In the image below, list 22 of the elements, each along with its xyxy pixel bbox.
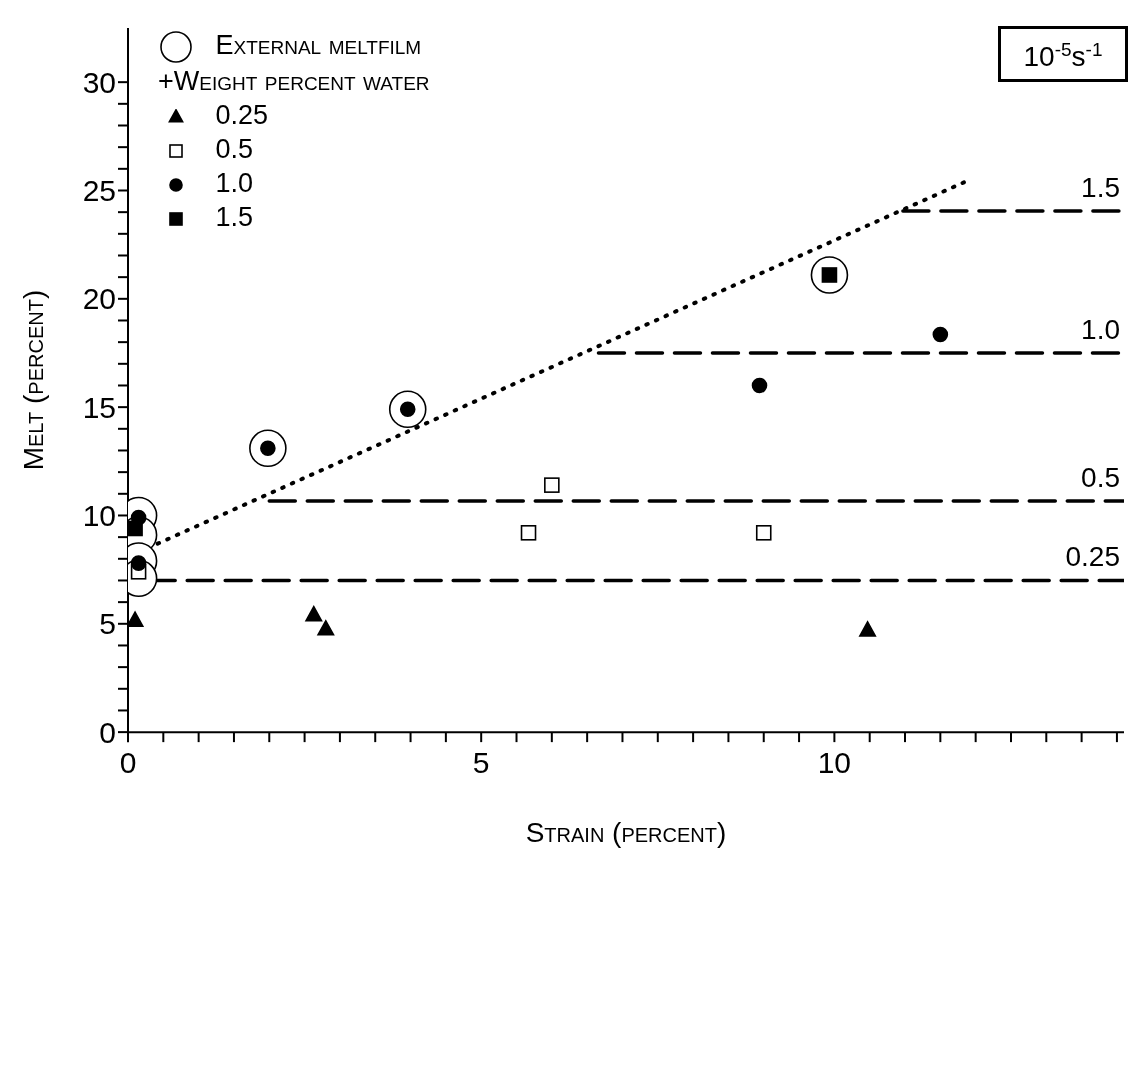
x-axis-title: Strain (percent) — [525, 817, 727, 849]
y-tick-label: 15 — [82, 390, 116, 424]
y-tick-label: 30 — [82, 65, 116, 99]
legend-label: 1.0 — [215, 167, 254, 198]
x-tick-label: 10 — [817, 746, 852, 780]
series-label: 1.5 — [1081, 172, 1120, 204]
series-label: 1.0 — [1081, 313, 1120, 345]
series-label: 0.5 — [1081, 461, 1120, 493]
legend-title: +Weight percent water — [158, 64, 430, 98]
legend-label: External meltfilm — [215, 30, 422, 60]
y-tick-label: 5 — [99, 607, 116, 641]
legend-label: 0.25 — [215, 99, 269, 130]
y-tick-label: 10 — [82, 499, 116, 533]
legend-label: 1.5 — [215, 201, 254, 232]
y-tick-label: 20 — [82, 282, 116, 316]
x-tick-label: 5 — [472, 746, 490, 780]
legend-label: 0.5 — [215, 133, 254, 164]
y-tick-label: 25 — [82, 174, 116, 208]
series-label: 0.25 — [1065, 541, 1120, 573]
annotation: 10$^{-5}$s$^{-1}$ — [1023, 38, 1103, 72]
y-tick-label: 0 — [99, 715, 116, 749]
y-axis-title: Melt (percent) — [17, 289, 49, 471]
